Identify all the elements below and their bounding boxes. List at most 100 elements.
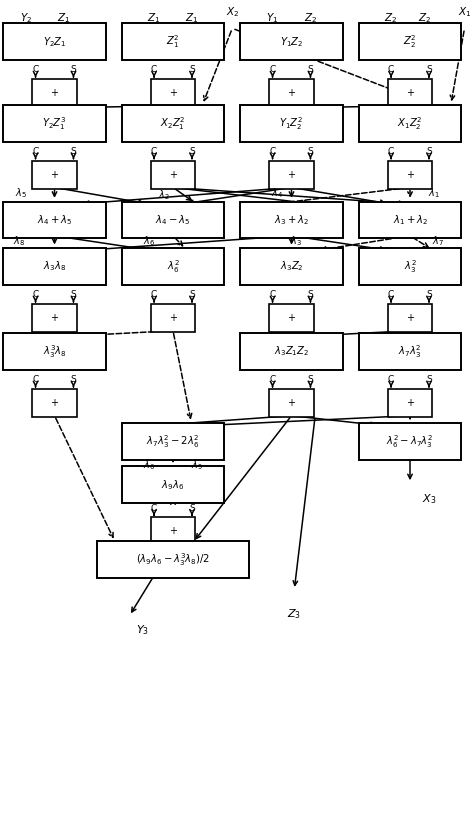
FancyBboxPatch shape: [3, 248, 106, 285]
Text: S: S: [426, 376, 432, 384]
Text: S: S: [71, 291, 76, 299]
Text: $\lambda_3^2$: $\lambda_3^2$: [403, 258, 417, 275]
Text: +: +: [406, 170, 414, 180]
Text: S: S: [426, 147, 432, 156]
FancyBboxPatch shape: [151, 161, 195, 189]
Text: S: S: [308, 291, 313, 299]
FancyBboxPatch shape: [240, 105, 343, 142]
Text: $Z_1$: $Z_1$: [147, 12, 161, 25]
FancyBboxPatch shape: [32, 389, 77, 417]
Text: C: C: [269, 376, 276, 384]
Text: +: +: [51, 170, 58, 180]
FancyBboxPatch shape: [359, 105, 461, 142]
Text: $X_3$: $X_3$: [422, 492, 436, 506]
FancyBboxPatch shape: [151, 79, 195, 107]
FancyBboxPatch shape: [359, 248, 461, 285]
Text: $\lambda_3\lambda_8$: $\lambda_3\lambda_8$: [43, 260, 66, 273]
Text: $Y_1$: $Y_1$: [266, 12, 279, 25]
FancyBboxPatch shape: [122, 248, 224, 285]
Text: S: S: [71, 376, 76, 384]
Text: +: +: [406, 398, 414, 408]
Text: $Y_2$: $Y_2$: [20, 12, 32, 25]
Text: $\lambda_4+\lambda_5$: $\lambda_4+\lambda_5$: [37, 213, 72, 227]
Text: $\lambda_3Z_1Z_2$: $\lambda_3Z_1Z_2$: [274, 345, 309, 358]
Text: $\lambda_7\lambda_3^2$: $\lambda_7\lambda_3^2$: [398, 343, 422, 360]
FancyBboxPatch shape: [388, 304, 432, 332]
Text: $X_1Z_2^2$: $X_1Z_2^2$: [397, 115, 423, 132]
Text: +: +: [288, 398, 295, 408]
Text: S: S: [71, 66, 76, 74]
FancyBboxPatch shape: [388, 389, 432, 417]
Text: C: C: [388, 291, 394, 299]
Text: S: S: [308, 66, 313, 74]
Text: C: C: [151, 291, 157, 299]
Text: $\lambda_2$: $\lambda_2$: [158, 188, 169, 202]
Text: +: +: [288, 88, 295, 98]
Text: $\lambda_6$: $\lambda_6$: [143, 458, 155, 471]
Text: S: S: [308, 376, 313, 384]
Text: $Y_1Z_2^2$: $Y_1Z_2^2$: [280, 115, 303, 132]
FancyBboxPatch shape: [3, 202, 106, 238]
Text: S: S: [189, 504, 195, 512]
Text: S: S: [189, 66, 195, 74]
Text: C: C: [32, 376, 39, 384]
Text: C: C: [269, 66, 276, 74]
FancyBboxPatch shape: [240, 248, 343, 285]
Text: $\lambda_8$: $\lambda_8$: [13, 235, 25, 248]
Text: $(\lambda_9\lambda_6-\lambda_3^3\lambda_8)/2$: $(\lambda_9\lambda_6-\lambda_3^3\lambda_…: [136, 551, 210, 568]
Text: C: C: [32, 147, 39, 156]
Text: $Z_3$: $Z_3$: [287, 607, 301, 621]
FancyBboxPatch shape: [359, 202, 461, 238]
Text: $\lambda_4$: $\lambda_4$: [271, 187, 283, 200]
FancyBboxPatch shape: [240, 23, 343, 60]
Text: C: C: [151, 66, 157, 74]
Text: $Y_2Z_1^3$: $Y_2Z_1^3$: [42, 115, 67, 132]
FancyBboxPatch shape: [32, 79, 77, 107]
Text: C: C: [32, 291, 39, 299]
Text: $X_2$: $X_2$: [226, 5, 239, 18]
Text: S: S: [189, 291, 195, 299]
Text: C: C: [388, 376, 394, 384]
Text: +: +: [169, 88, 177, 98]
Text: $Y_3$: $Y_3$: [136, 624, 149, 637]
Text: $\lambda_6^2-\lambda_7\lambda_3^2$: $\lambda_6^2-\lambda_7\lambda_3^2$: [386, 433, 434, 450]
FancyBboxPatch shape: [3, 333, 106, 370]
Text: $Y_2Z_1$: $Y_2Z_1$: [43, 35, 66, 48]
FancyBboxPatch shape: [32, 304, 77, 332]
Text: +: +: [51, 313, 58, 323]
FancyBboxPatch shape: [240, 333, 343, 370]
FancyBboxPatch shape: [151, 517, 195, 546]
Text: C: C: [269, 147, 276, 156]
Text: S: S: [308, 147, 313, 156]
Text: +: +: [51, 398, 58, 408]
Text: $Z_2^2$: $Z_2^2$: [403, 33, 417, 50]
Text: $X_2Z_1^2$: $X_2Z_1^2$: [160, 115, 186, 132]
Text: $\lambda_3Z_2$: $\lambda_3Z_2$: [280, 260, 303, 273]
FancyBboxPatch shape: [3, 23, 106, 60]
FancyBboxPatch shape: [388, 161, 432, 189]
FancyBboxPatch shape: [3, 105, 106, 142]
Text: C: C: [269, 291, 276, 299]
FancyBboxPatch shape: [97, 541, 249, 578]
FancyBboxPatch shape: [269, 161, 314, 189]
Text: $\lambda_7$: $\lambda_7$: [432, 235, 445, 248]
Text: +: +: [169, 526, 177, 536]
Text: $\lambda_3$: $\lambda_3$: [290, 235, 302, 248]
FancyBboxPatch shape: [359, 333, 461, 370]
Text: $Y_1Z_2$: $Y_1Z_2$: [280, 35, 303, 48]
Text: +: +: [51, 88, 58, 98]
Text: S: S: [426, 66, 432, 74]
FancyBboxPatch shape: [359, 23, 461, 60]
Text: $\lambda_9\lambda_6$: $\lambda_9\lambda_6$: [162, 478, 184, 491]
Text: $Z_1$: $Z_1$: [57, 12, 71, 25]
Text: S: S: [426, 291, 432, 299]
Text: C: C: [388, 66, 394, 74]
Text: $Z_1$: $Z_1$: [185, 12, 199, 25]
Text: $Z_1^2$: $Z_1^2$: [166, 33, 180, 50]
Text: $\lambda_1+\lambda_2$: $\lambda_1+\lambda_2$: [392, 213, 428, 227]
FancyBboxPatch shape: [32, 161, 77, 189]
FancyBboxPatch shape: [269, 304, 314, 332]
Text: +: +: [169, 313, 177, 323]
Text: +: +: [288, 313, 295, 323]
Text: C: C: [388, 147, 394, 156]
